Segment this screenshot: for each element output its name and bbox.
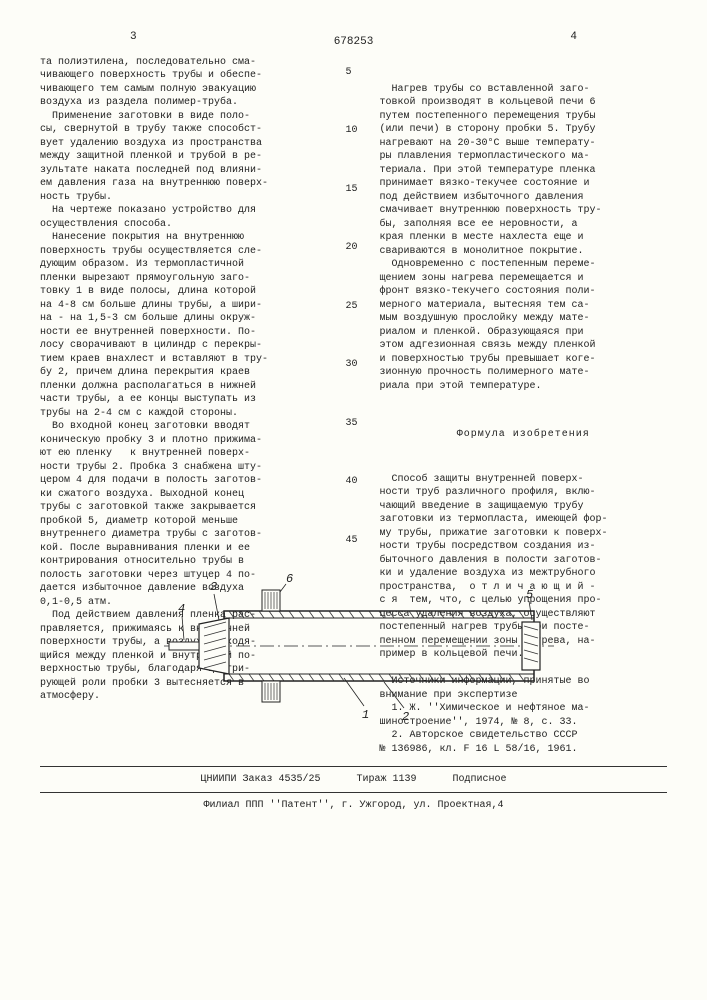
page-num-right: 4: [570, 30, 577, 45]
line-marker: 35: [346, 417, 362, 431]
pipe-diagram-svg: 1 2 3 4 5 6: [134, 556, 574, 736]
callout-2: 2: [402, 710, 409, 724]
callout-6: 6: [286, 572, 293, 586]
col-right-main-text: Нагрев трубы со вставленной заго- товкой…: [380, 83, 668, 394]
line-marker: 25: [346, 300, 362, 314]
footer-tirazh: Тираж 1139: [357, 774, 417, 785]
footer-row-2: Филиал ППП ''Патент'', г. Ужгород, ул. П…: [40, 792, 667, 813]
callout-3: 3: [210, 580, 217, 594]
formula-title: Формула изобретения: [380, 428, 668, 442]
line-marker: 10: [346, 124, 362, 138]
footer-address: Филиал ППП ''Патент'', г. Ужгород, ул. П…: [203, 800, 503, 811]
page-num-left: 3: [130, 30, 137, 45]
text-columns: та полиэтилена, последовательно сма- чив…: [40, 56, 667, 536]
line-marker: 45: [346, 534, 362, 548]
line-marker: 15: [346, 183, 362, 197]
footer-sub: Подписное: [453, 774, 507, 785]
column-right: Нагрев трубы со вставленной заго- товкой…: [380, 56, 668, 536]
callout-1: 1: [362, 708, 369, 722]
callout-5: 5: [526, 588, 533, 602]
technical-drawing: 1 2 3 4 5 6: [134, 556, 574, 736]
line-marker: 40: [346, 475, 362, 489]
callout-4: 4: [178, 602, 185, 616]
column-left: та полиэтилена, последовательно сма- чив…: [40, 56, 328, 536]
line-marker: 20: [346, 241, 362, 255]
line-marker: 5: [346, 66, 362, 80]
line-marker: 30: [346, 358, 362, 372]
patent-page: 3 4 678253 та полиэтилена, последователь…: [0, 0, 707, 1000]
footer-order: ЦНИИПИ Заказ 4535/25: [200, 774, 320, 785]
line-number-gutter: 5 10 15 20 25 30 35 40 45: [346, 56, 362, 536]
